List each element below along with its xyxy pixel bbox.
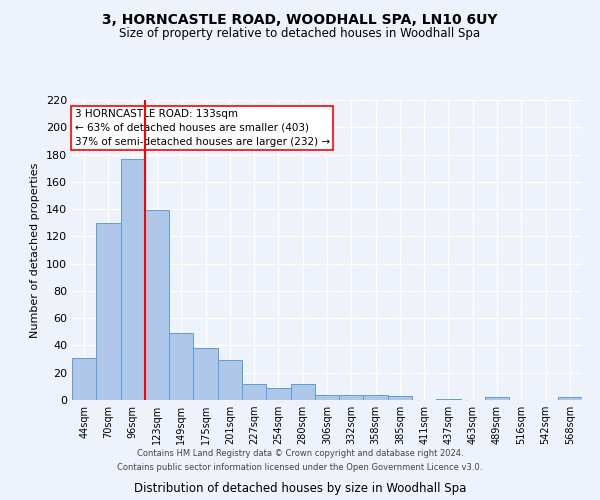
Y-axis label: Number of detached properties: Number of detached properties <box>31 162 40 338</box>
Bar <box>388 396 412 400</box>
Bar <box>121 158 145 400</box>
Bar <box>315 394 339 400</box>
Bar <box>266 388 290 400</box>
Bar <box>218 360 242 400</box>
Text: 3, HORNCASTLE ROAD, WOODHALL SPA, LN10 6UY: 3, HORNCASTLE ROAD, WOODHALL SPA, LN10 6… <box>102 12 498 26</box>
Text: Contains public sector information licensed under the Open Government Licence v3: Contains public sector information licen… <box>118 464 482 472</box>
Text: 3 HORNCASTLE ROAD: 133sqm
← 63% of detached houses are smaller (403)
37% of semi: 3 HORNCASTLE ROAD: 133sqm ← 63% of detac… <box>74 109 329 147</box>
Text: Distribution of detached houses by size in Woodhall Spa: Distribution of detached houses by size … <box>134 482 466 495</box>
Bar <box>242 384 266 400</box>
Bar <box>72 358 96 400</box>
Bar <box>169 333 193 400</box>
Bar <box>364 394 388 400</box>
Text: Size of property relative to detached houses in Woodhall Spa: Size of property relative to detached ho… <box>119 28 481 40</box>
Bar <box>436 398 461 400</box>
Bar <box>193 348 218 400</box>
Bar <box>339 394 364 400</box>
Text: Contains HM Land Registry data © Crown copyright and database right 2024.: Contains HM Land Registry data © Crown c… <box>137 448 463 458</box>
Bar <box>145 210 169 400</box>
Bar <box>290 384 315 400</box>
Bar <box>558 398 582 400</box>
Bar <box>485 398 509 400</box>
Bar <box>96 222 121 400</box>
